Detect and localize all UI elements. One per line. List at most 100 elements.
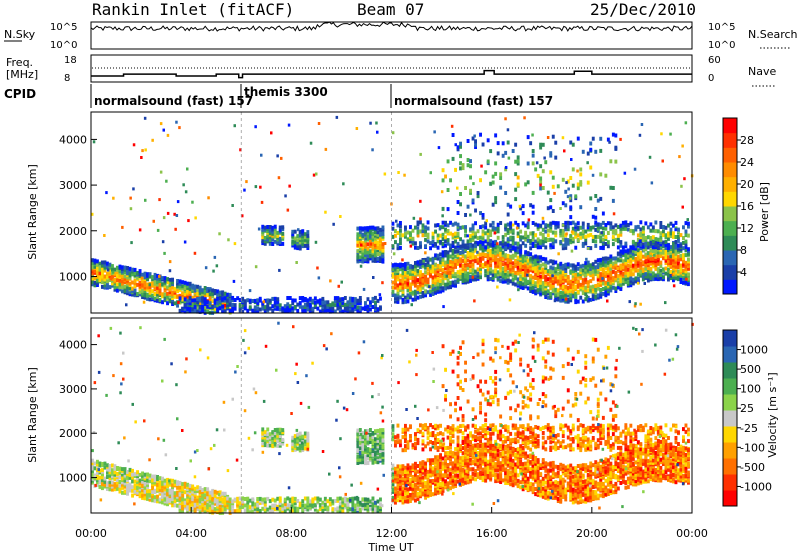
heatmap-cell	[399, 241, 402, 246]
heatmap-cell	[479, 178, 482, 183]
heatmap-cell	[649, 236, 653, 240]
heatmap-cell	[371, 509, 375, 514]
heatmap-cell	[556, 292, 560, 297]
heatmap-cell	[198, 490, 202, 494]
heatmap-cell	[672, 259, 675, 264]
heatmap-cell	[444, 262, 447, 267]
heatmap-cell	[491, 252, 495, 257]
heatmap-cell	[106, 271, 109, 276]
heatmap-cell	[218, 232, 221, 236]
heatmap-cell	[534, 272, 538, 276]
heatmap-cell	[494, 269, 498, 274]
heatmap-cell	[331, 501, 335, 506]
heatmap-cell	[306, 501, 310, 506]
heatmap-cell	[379, 452, 382, 457]
heatmap-cell	[456, 222, 460, 227]
heatmap-cell	[103, 274, 107, 279]
heatmap-cell	[526, 225, 530, 230]
y-tick-label: 1000	[59, 270, 87, 283]
heatmap-cell	[208, 509, 212, 514]
heatmap-cell	[549, 228, 553, 233]
heatmap-cell	[303, 305, 307, 309]
heatmap-cell	[539, 164, 543, 169]
heatmap-cell	[396, 490, 400, 495]
heatmap-cell	[358, 428, 362, 432]
heatmap-cell	[169, 287, 172, 291]
heatmap-cell	[369, 307, 372, 312]
heatmap-cell	[591, 235, 595, 239]
heatmap-cell	[521, 286, 525, 290]
heatmap-cell	[431, 256, 435, 261]
heatmap-cell	[672, 249, 675, 254]
heatmap-cell	[181, 297, 185, 302]
heatmap-cell	[539, 263, 543, 268]
heatmap-cell	[251, 497, 255, 502]
heatmap-cell	[546, 295, 550, 300]
heatmap-cell	[163, 288, 167, 293]
heatmap-cell	[281, 503, 285, 508]
heatmap-cell	[594, 272, 598, 277]
heatmap-cell	[454, 221, 457, 226]
heatmap-cell	[419, 285, 422, 290]
heatmap-cell	[554, 292, 558, 296]
heatmap-cell	[669, 245, 673, 250]
heatmap-cell	[136, 282, 139, 287]
heatmap-cell	[111, 283, 114, 288]
heatmap-cell	[356, 428, 360, 433]
heatmap-cell	[232, 279, 236, 283]
heatmap-cell	[414, 241, 417, 246]
heatmap-cell	[634, 279, 638, 284]
heatmap-cell	[303, 442, 307, 447]
heatmap-cell	[449, 220, 452, 225]
heatmap-cell	[464, 269, 467, 274]
heatmap-cell	[346, 509, 350, 514]
heatmap-cell	[646, 241, 650, 246]
heatmap-cell	[491, 276, 495, 280]
heatmap-cell	[581, 286, 585, 291]
heatmap-cell	[303, 434, 307, 439]
heatmap-cell	[556, 281, 560, 286]
heatmap-cell	[541, 186, 545, 190]
heatmap-cell	[194, 216, 197, 220]
heatmap-cell	[442, 305, 445, 309]
heatmap-cell	[641, 274, 645, 279]
heatmap-cell	[629, 221, 633, 226]
heatmap-cell	[218, 304, 222, 309]
heatmap-cell	[371, 449, 375, 453]
heatmap-cell	[188, 507, 192, 512]
heatmap-cell	[476, 191, 480, 195]
heatmap-cell	[640, 123, 644, 126]
heatmap-cell	[672, 270, 675, 275]
heatmap-cell	[364, 505, 367, 510]
heatmap-cell	[336, 299, 340, 304]
heatmap-cell	[346, 309, 350, 314]
heatmap-cell	[399, 483, 402, 488]
heatmap-cell	[103, 268, 107, 273]
heatmap-cell	[461, 268, 465, 273]
heatmap-cell	[479, 256, 482, 261]
heatmap-cell	[361, 259, 365, 264]
heatmap-cell	[293, 305, 297, 309]
heatmap-cell	[543, 156, 546, 160]
heatmap-cell	[141, 488, 144, 492]
heatmap-cell	[649, 239, 653, 244]
heatmap-cell	[148, 285, 152, 289]
heatmap-cell	[371, 296, 375, 301]
heatmap-cell	[173, 482, 177, 487]
heatmap-cell	[396, 285, 400, 290]
heatmap-cell	[544, 286, 548, 291]
heatmap-cell	[231, 204, 234, 207]
heatmap-cell	[529, 256, 533, 261]
heatmap-cell	[634, 250, 638, 255]
heatmap-cell	[251, 502, 255, 507]
heatmap-cell	[509, 267, 513, 272]
heatmap-cell	[313, 496, 317, 501]
heatmap-cell	[353, 297, 357, 302]
heatmap-cell	[506, 277, 510, 281]
heatmap-cell	[621, 259, 625, 264]
heatmap-cell	[674, 259, 678, 264]
heatmap-cell	[394, 279, 397, 284]
heatmap-cell	[546, 260, 550, 265]
heatmap-cell	[278, 240, 282, 245]
heatmap-cell	[391, 293, 395, 297]
